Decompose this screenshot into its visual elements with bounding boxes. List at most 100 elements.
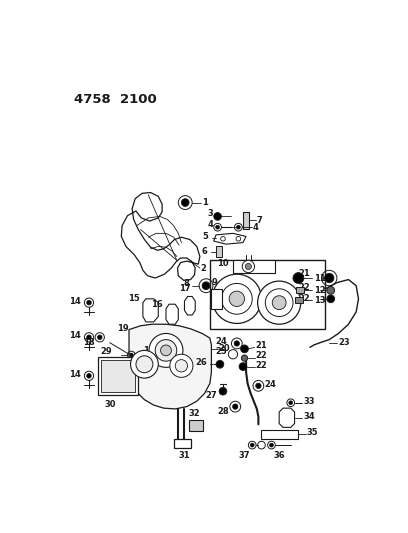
Bar <box>211 289 222 309</box>
Circle shape <box>293 273 304 284</box>
Text: 34: 34 <box>303 412 315 421</box>
Bar <box>216 246 222 257</box>
Bar <box>296 287 304 293</box>
Circle shape <box>161 345 171 356</box>
Text: 35: 35 <box>307 429 319 437</box>
Circle shape <box>234 341 239 346</box>
Circle shape <box>216 360 224 368</box>
Circle shape <box>236 225 240 229</box>
Text: 1: 1 <box>202 198 208 207</box>
Bar <box>174 439 191 448</box>
Bar <box>98 357 138 395</box>
Text: 19: 19 <box>118 325 129 333</box>
Circle shape <box>239 363 247 370</box>
Polygon shape <box>279 408 295 427</box>
Circle shape <box>222 284 252 314</box>
Circle shape <box>86 335 91 340</box>
Polygon shape <box>143 299 158 322</box>
Circle shape <box>182 199 189 206</box>
Circle shape <box>233 404 238 409</box>
Circle shape <box>219 387 227 395</box>
Text: 21: 21 <box>298 269 310 278</box>
Circle shape <box>265 289 293 317</box>
Circle shape <box>250 443 254 447</box>
Text: 8: 8 <box>183 279 189 288</box>
Circle shape <box>129 353 133 357</box>
Circle shape <box>136 356 153 373</box>
Text: 17: 17 <box>179 285 190 294</box>
Text: 27: 27 <box>205 391 217 400</box>
Text: 24: 24 <box>216 337 228 346</box>
Text: 25: 25 <box>216 348 228 357</box>
Bar <box>243 212 249 229</box>
Bar <box>262 430 298 439</box>
Text: 4758  2100: 4758 2100 <box>73 93 156 106</box>
Circle shape <box>86 301 91 305</box>
Text: 31: 31 <box>179 450 190 459</box>
Text: 5: 5 <box>202 232 208 241</box>
Text: 32: 32 <box>188 409 200 418</box>
Polygon shape <box>121 192 200 280</box>
Text: 15: 15 <box>128 294 140 303</box>
Text: 22: 22 <box>255 361 267 370</box>
Text: 29: 29 <box>100 348 112 357</box>
Text: 22: 22 <box>298 283 310 292</box>
Circle shape <box>98 335 102 340</box>
Circle shape <box>133 331 137 336</box>
Text: 12: 12 <box>314 286 326 295</box>
Circle shape <box>245 263 251 270</box>
Circle shape <box>86 374 91 378</box>
Polygon shape <box>214 233 246 244</box>
Text: 14: 14 <box>69 370 81 379</box>
Text: 11: 11 <box>314 273 326 282</box>
Text: 37: 37 <box>239 451 250 461</box>
Circle shape <box>202 282 210 289</box>
Circle shape <box>212 274 262 324</box>
Circle shape <box>327 287 335 294</box>
Text: 9: 9 <box>211 278 217 287</box>
Circle shape <box>270 443 273 447</box>
Text: 20: 20 <box>218 344 230 353</box>
Text: 10: 10 <box>217 259 228 268</box>
Polygon shape <box>166 304 178 324</box>
Circle shape <box>170 354 193 377</box>
Bar <box>189 419 203 431</box>
Text: 30: 30 <box>105 400 116 409</box>
Text: 13: 13 <box>314 296 326 305</box>
Circle shape <box>242 260 255 273</box>
Bar <box>233 260 275 273</box>
Circle shape <box>242 355 248 361</box>
Text: 14: 14 <box>69 297 81 305</box>
Text: 3: 3 <box>208 209 214 218</box>
Circle shape <box>214 213 222 220</box>
Circle shape <box>131 350 158 378</box>
Polygon shape <box>129 324 211 409</box>
Text: 22: 22 <box>255 351 267 360</box>
Text: 4: 4 <box>253 223 259 232</box>
Text: 23: 23 <box>339 338 350 347</box>
Text: 21: 21 <box>255 341 267 350</box>
Circle shape <box>175 360 188 372</box>
Text: 7: 7 <box>257 216 263 225</box>
Circle shape <box>216 225 220 229</box>
Text: 19: 19 <box>143 346 155 355</box>
Polygon shape <box>184 296 195 315</box>
Text: 36: 36 <box>273 451 285 461</box>
Circle shape <box>158 353 162 357</box>
Text: 22: 22 <box>298 294 310 303</box>
Bar <box>101 360 135 392</box>
Text: 14: 14 <box>69 332 81 340</box>
Circle shape <box>257 281 301 324</box>
Circle shape <box>229 291 244 306</box>
Text: 16: 16 <box>151 300 163 309</box>
Circle shape <box>155 340 177 361</box>
Circle shape <box>325 273 334 282</box>
Text: 6: 6 <box>202 247 208 256</box>
Text: 28: 28 <box>217 408 229 416</box>
Text: 24: 24 <box>264 380 276 389</box>
Text: 26: 26 <box>196 358 208 367</box>
Text: 2: 2 <box>201 264 206 273</box>
Circle shape <box>256 383 261 389</box>
Circle shape <box>149 334 183 367</box>
Text: 18: 18 <box>83 338 94 347</box>
